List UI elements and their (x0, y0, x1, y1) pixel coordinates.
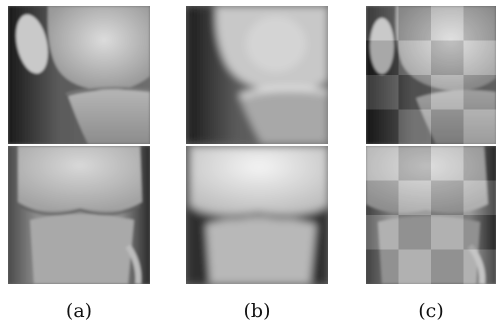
checker-tile (398, 6, 431, 41)
lateral-knee-xray-image (186, 6, 328, 144)
checker-tile (398, 109, 431, 144)
panel-b-top (186, 6, 328, 144)
lateral-knee-xray-image (8, 6, 150, 144)
checker-tile (398, 75, 431, 110)
caption-b: (b) (243, 300, 271, 322)
checker-tile (463, 146, 496, 181)
checker-tile (398, 180, 431, 215)
checker-tile (366, 109, 399, 144)
caption-c: (c) (418, 300, 444, 322)
panel-c-bottom (366, 146, 496, 284)
lateral-knee-xray-checkerboard (366, 6, 496, 144)
checker-tile (431, 249, 464, 284)
checker-tile (398, 215, 431, 250)
checker-tile (366, 249, 399, 284)
frontal-knee-xray-image (186, 146, 328, 284)
checker-tile (431, 180, 464, 215)
checker-tile (463, 249, 496, 284)
checker-tile (366, 40, 399, 75)
checker-tile (431, 109, 464, 144)
checker-tile (463, 109, 496, 144)
checker-tile (431, 75, 464, 110)
panel-c-top (366, 6, 496, 144)
panel-a-top (8, 6, 150, 144)
checker-tile (463, 215, 496, 250)
checker-tile (431, 40, 464, 75)
checker-tile (398, 40, 431, 75)
checker-tile (463, 6, 496, 41)
frontal-knee-xray-checkerboard (366, 146, 496, 284)
frontal-knee-xray-image (8, 146, 150, 284)
checker-tile (398, 249, 431, 284)
panel-b-bottom (186, 146, 328, 284)
checker-tile (366, 146, 399, 181)
checker-tile (463, 180, 496, 215)
checker-tile (431, 146, 464, 181)
checker-tile (463, 40, 496, 75)
panel-a-bottom (8, 146, 150, 284)
checker-tile (366, 180, 399, 215)
checker-tile (366, 75, 399, 110)
checker-tile (463, 75, 496, 110)
checker-tile (431, 215, 464, 250)
checker-tile (366, 215, 399, 250)
checker-tile (398, 146, 431, 181)
caption-a: (a) (65, 300, 93, 322)
checker-tile (366, 6, 399, 41)
checker-tile (431, 6, 464, 41)
